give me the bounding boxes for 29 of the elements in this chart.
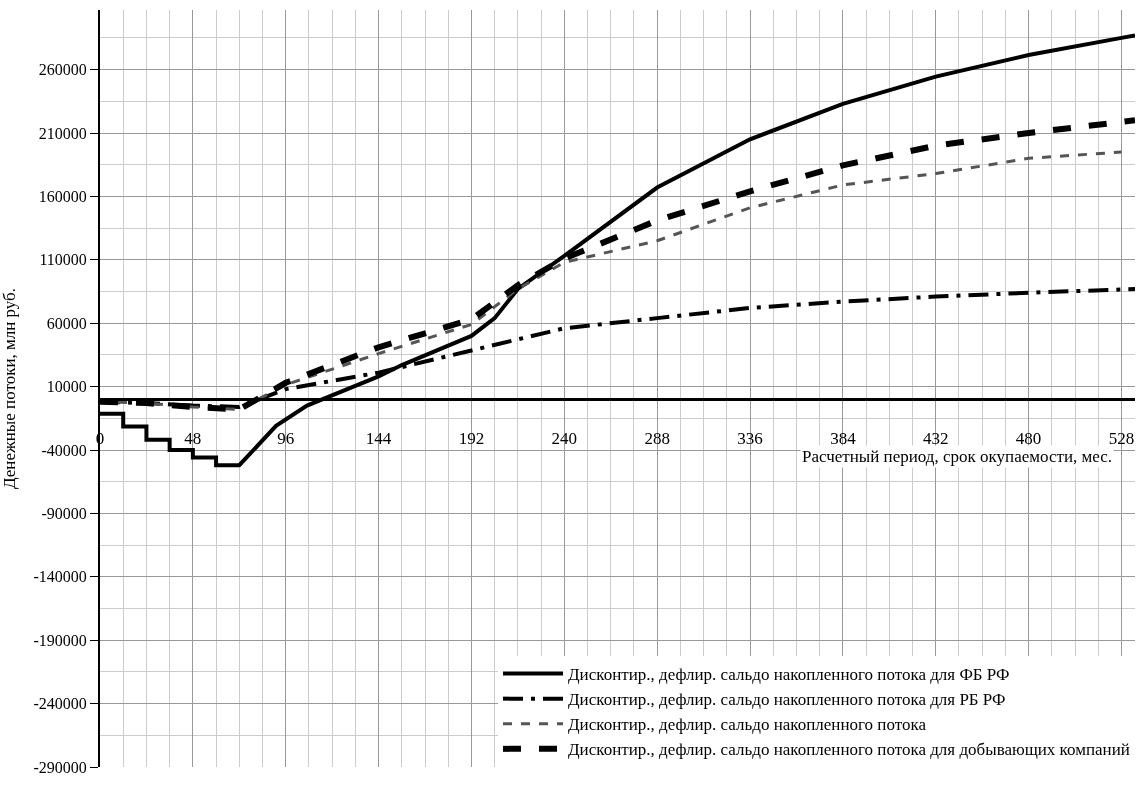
y-tick-label: -140000	[33, 568, 87, 586]
y-tick-label: 110000	[39, 251, 87, 269]
x-tick-label: 336	[737, 428, 763, 448]
y-tick-label: -190000	[33, 631, 87, 649]
y-tick-label: 260000	[38, 61, 87, 79]
y-tick-label: 60000	[46, 314, 87, 332]
x-tick-label: 432	[922, 428, 949, 448]
x-tick-label: 96	[277, 428, 295, 448]
x-tick-label: 528	[1108, 428, 1135, 448]
y-tick-label: 160000	[38, 188, 87, 205]
legend-label: Дисконтир., дефлир. сальдо накопленного потока	[568, 715, 927, 735]
x-tick-label: 144	[365, 428, 392, 448]
y-tick-label: 10000	[46, 378, 87, 396]
y-tick-label: -40000	[41, 441, 87, 459]
legend-label: Дисконтир., дефлир. сальдо накопленного потока для ФБ РФ	[568, 665, 1010, 685]
x-axis-title: Расчетный период, срок окупаемости, мес.	[802, 447, 1113, 466]
legend-label: Дисконтир., дефлир. сальдо накопленного потока для добывающих компаний	[568, 740, 1130, 760]
y-tick-label: -90000	[41, 505, 87, 522]
x-tick-label: 384	[830, 428, 857, 448]
x-tick-label: 480	[1015, 428, 1042, 448]
y-tick-label: -240000	[33, 695, 87, 713]
x-tick-label: 192	[458, 428, 485, 448]
x-tick-label: 48	[184, 428, 202, 448]
legend-label: Дисконтир., дефлир. сальдо накопленного потока для РБ РФ	[568, 690, 1006, 710]
y-axis-title: Денежные потоки, млн руб.	[0, 287, 19, 490]
x-tick-label: 240	[551, 428, 578, 448]
x-tick-label: 288	[644, 428, 670, 448]
y-tick-label: -290000	[33, 758, 87, 776]
y-tick-label: 210000	[38, 124, 87, 142]
